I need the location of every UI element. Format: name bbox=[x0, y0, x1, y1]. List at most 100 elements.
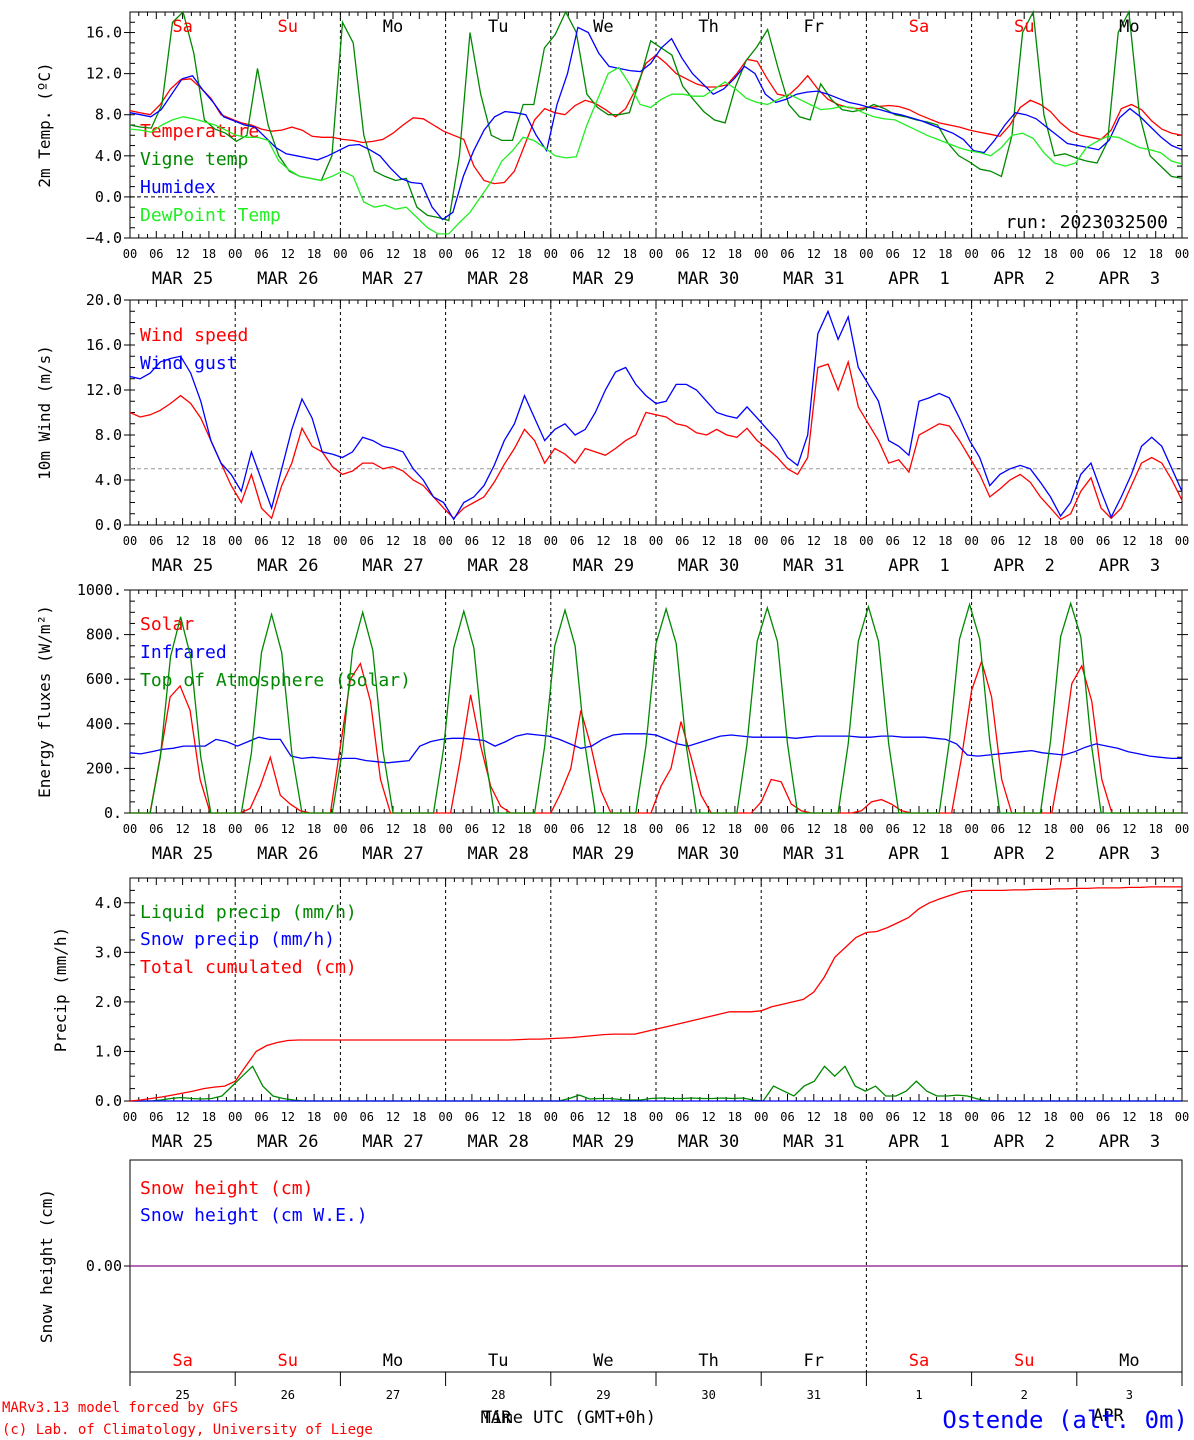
y-axis-label: 2m Temp. (ºC) bbox=[35, 62, 54, 187]
month-overprint-label: MAR bbox=[481, 1408, 512, 1428]
hour-tick-label: 00 bbox=[649, 247, 663, 261]
hour-tick-label: 06 bbox=[359, 822, 373, 836]
station-name: Ostende (alt. 0m) bbox=[942, 1406, 1188, 1434]
hour-tick-label: 06 bbox=[254, 822, 268, 836]
y-tick-label: 8.0 bbox=[95, 426, 122, 444]
hour-tick-label: 00 bbox=[1175, 822, 1189, 836]
y-tick-label: 12.0 bbox=[86, 381, 122, 399]
y-tick-label: 1000. bbox=[77, 581, 122, 599]
date-label: MAR 28 bbox=[467, 269, 528, 289]
hour-tick-label: 06 bbox=[465, 247, 479, 261]
hour-tick-label: 18 bbox=[728, 247, 742, 261]
y-tick-label: 800. bbox=[86, 626, 122, 644]
run-annotation: run: 2023032500 bbox=[1005, 212, 1168, 233]
hour-tick-label: 00 bbox=[1070, 247, 1084, 261]
hour-tick-label: 00 bbox=[544, 1110, 558, 1124]
y-tick-label: 4.0 bbox=[95, 147, 122, 165]
y-tick-label: 16.0 bbox=[86, 336, 122, 354]
day-name: Sa bbox=[909, 1351, 929, 1371]
day-name: Sa bbox=[172, 17, 192, 37]
hour-tick-label: 06 bbox=[149, 822, 163, 836]
series-line-wind-gust bbox=[129, 309, 1183, 521]
hour-tick-label: 12 bbox=[912, 822, 926, 836]
hour-tick-label: 00 bbox=[544, 534, 558, 548]
legend-entry: Solar bbox=[140, 614, 194, 635]
hour-tick-label: 00 bbox=[649, 1110, 663, 1124]
date-label: MAR 28 bbox=[467, 556, 528, 576]
day-number: 26 bbox=[281, 1388, 295, 1402]
y-axis-label: Snow height (cm) bbox=[37, 1189, 56, 1343]
hour-tick-label: 12 bbox=[701, 534, 715, 548]
hour-tick-label: 12 bbox=[807, 247, 821, 261]
hour-tick-label: 06 bbox=[1096, 247, 1110, 261]
y-tick-label: 400. bbox=[86, 715, 122, 733]
hour-tick-label: 00 bbox=[438, 534, 452, 548]
hour-tick-label: 06 bbox=[359, 1110, 373, 1124]
hour-tick-label: 00 bbox=[754, 1110, 768, 1124]
hour-tick-label: 12 bbox=[1122, 822, 1136, 836]
hour-tick-label: 00 bbox=[333, 534, 347, 548]
date-label: MAR 30 bbox=[678, 556, 739, 576]
hour-tick-label: 18 bbox=[622, 822, 636, 836]
day-name: We bbox=[593, 17, 613, 37]
hour-tick-label: 12 bbox=[912, 534, 926, 548]
series-line-solar bbox=[130, 659, 1182, 814]
y-tick-label: 0.0 bbox=[95, 188, 122, 206]
day-number: 30 bbox=[701, 1388, 715, 1402]
date-label: MAR 30 bbox=[678, 844, 739, 864]
hour-tick-label: 06 bbox=[254, 1110, 268, 1124]
y-axis-label: Energy fluxes (W/m²) bbox=[35, 605, 54, 798]
hour-tick-label: 00 bbox=[859, 534, 873, 548]
legend-entry: Snow height (cm W.E.) bbox=[140, 1205, 368, 1226]
hour-tick-label: 06 bbox=[359, 534, 373, 548]
date-label: APR 1 bbox=[888, 844, 949, 864]
hour-tick-label: 00 bbox=[964, 247, 978, 261]
plot-frame bbox=[129, 299, 1183, 526]
day-name: Mo bbox=[383, 17, 403, 37]
hour-tick-label: 00 bbox=[123, 822, 137, 836]
day-name: Tu bbox=[488, 1351, 508, 1371]
hour-tick-label: 00 bbox=[123, 1110, 137, 1124]
y-tick-label: 0.00 bbox=[86, 1257, 122, 1275]
plot-frame bbox=[129, 589, 1183, 814]
hour-tick-label: 06 bbox=[885, 534, 899, 548]
panel-2: 20.0 16.0 12.0 8.0 4.0 0.0 10m Wind (m/s) Wind … bbox=[35, 291, 1189, 576]
footer-model: MARv3.13 model forced by GFS bbox=[2, 1400, 238, 1416]
date-label: MAR 27 bbox=[362, 1132, 423, 1152]
hour-tick-label: 00 bbox=[544, 247, 558, 261]
hour-tick-label: 00 bbox=[1070, 534, 1084, 548]
date-label: MAR 25 bbox=[152, 1132, 213, 1152]
hour-tick-label: 12 bbox=[807, 1110, 821, 1124]
hour-tick-label: 12 bbox=[386, 1110, 400, 1124]
hour-tick-label: 06 bbox=[885, 822, 899, 836]
y-tick-label: 20.0 bbox=[86, 291, 122, 309]
date-label: MAR 30 bbox=[678, 1132, 739, 1152]
hour-tick-label: 00 bbox=[859, 247, 873, 261]
hour-tick-label: 12 bbox=[807, 822, 821, 836]
panel-3: 1000. 800. 600. 400. 200. 0. Energy fluxes (W/… bbox=[35, 581, 1189, 864]
hour-tick-label: 00 bbox=[859, 822, 873, 836]
hour-tick-label: 18 bbox=[307, 247, 321, 261]
y-tick-label: 200. bbox=[86, 759, 122, 777]
date-label: APR 2 bbox=[993, 269, 1054, 289]
y-tick-label: 0.0 bbox=[95, 516, 122, 534]
hour-tick-label: 12 bbox=[281, 822, 295, 836]
hour-tick-label: 06 bbox=[149, 1110, 163, 1124]
hour-tick-label: 06 bbox=[675, 247, 689, 261]
hour-tick-label: 18 bbox=[1148, 822, 1162, 836]
hour-tick-label: 00 bbox=[1175, 1110, 1189, 1124]
hour-tick-label: 18 bbox=[517, 534, 531, 548]
hour-tick-label: 00 bbox=[228, 1110, 242, 1124]
date-label: MAR 25 bbox=[152, 269, 213, 289]
day-number: 28 bbox=[491, 1388, 505, 1402]
hour-tick-label: 18 bbox=[938, 534, 952, 548]
hour-tick-label: 12 bbox=[912, 1110, 926, 1124]
hour-tick-label: 12 bbox=[596, 822, 610, 836]
y-tick-label: 3.0 bbox=[95, 943, 122, 961]
day-name: Th bbox=[698, 17, 718, 37]
hour-tick-label: 06 bbox=[780, 247, 794, 261]
hour-tick-label: 06 bbox=[780, 534, 794, 548]
y-tick-label: 12.0 bbox=[86, 65, 122, 83]
date-label: MAR 31 bbox=[783, 269, 844, 289]
